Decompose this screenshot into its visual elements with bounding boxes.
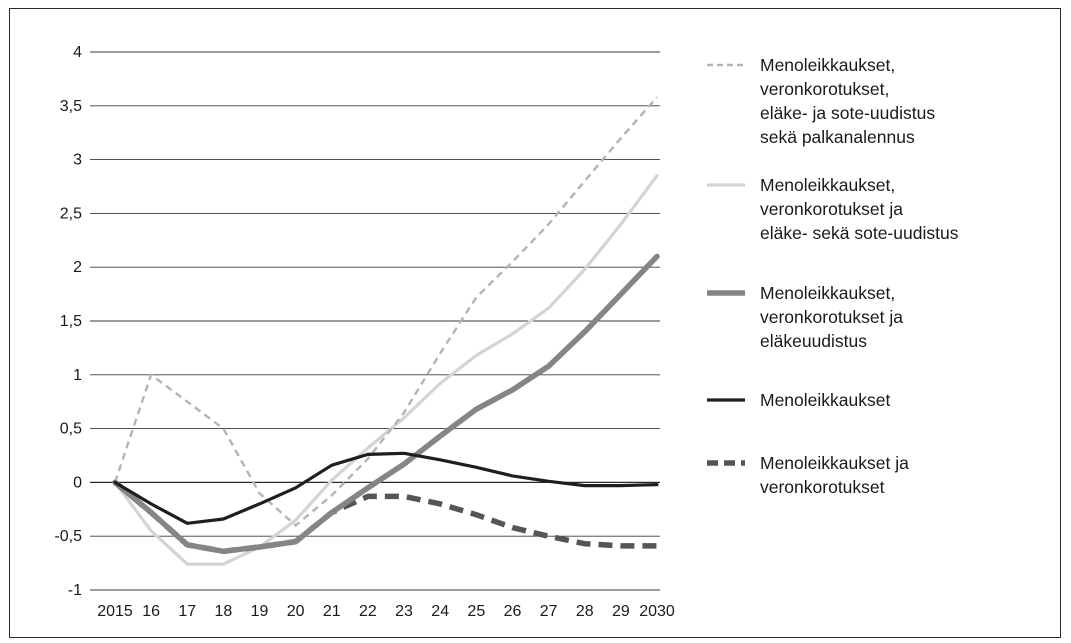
x-tick-label: 16: [142, 603, 160, 620]
y-tick-label: 2: [73, 259, 82, 276]
y-tick-label: 0: [73, 474, 82, 491]
series-lines: [112, 96, 660, 566]
legend-label: sekä palkanalennus: [760, 127, 915, 147]
y-tick-label: 0,5: [60, 421, 82, 438]
legend-label: Menoleikkaukset,: [760, 175, 895, 195]
x-tick-label: 19: [251, 603, 269, 620]
gridlines: [90, 51, 660, 591]
legend-item-4: Menoleikkaukset: [707, 390, 890, 410]
x-tick-label: 28: [576, 603, 594, 620]
series-line-5: [113, 480, 657, 555]
x-tick-label: 24: [431, 603, 449, 620]
y-tick-label: 2,5: [60, 205, 82, 222]
x-tick-label: 17: [178, 603, 196, 620]
x-tick-label: 2030: [639, 603, 675, 620]
legend-label: eläke- sekä sote-uudistus: [760, 223, 959, 243]
x-tick-label: 26: [504, 603, 522, 620]
legend-item-1: Menoleikkaukset, veronkorotukset, eläke- j…: [707, 55, 935, 147]
legend-label: veronkorotukset,: [760, 79, 889, 99]
y-tick-label: -0,5: [54, 528, 82, 545]
series-line-1: [113, 96, 658, 527]
legend-label: eläke- ja sote-uudistus: [760, 103, 935, 123]
legend: Menoleikkaukset, veronkorotukset, eläke- j…: [707, 55, 959, 497]
x-tick-label: 21: [323, 603, 341, 620]
legend-item-3: Menoleikkaukset, veronkorotukset ja eläkeu…: [707, 283, 903, 351]
x-tick-label: 20: [287, 603, 305, 620]
legend-label: Menoleikkaukset,: [760, 55, 895, 75]
legend-label: veronkorotukset ja: [760, 307, 903, 327]
y-tick-label: -1: [68, 582, 82, 599]
series-line-4: [113, 451, 659, 525]
series-line-2: [113, 174, 659, 566]
legend-label: veronkorotukset ja: [760, 199, 903, 219]
y-tick-label: 3: [73, 152, 82, 169]
legend-label: Menoleikkaukset: [760, 390, 890, 410]
y-tick-label: 4: [73, 44, 82, 61]
x-tick-label: 23: [395, 603, 413, 620]
legend-label: veronkorotukset: [760, 477, 885, 497]
series-line-3: [112, 253, 660, 555]
legend-label: eläkeuudistus: [760, 331, 867, 351]
legend-label: Menoleikkaukset ja: [760, 453, 909, 473]
legend-item-2: Menoleikkaukset, veronkorotukset ja eläke-…: [707, 175, 959, 243]
y-axis-tick-labels: 4 3,5 3 2,5 2 1,5 1 0,5 0 -0,5 -1: [54, 44, 82, 599]
x-tick-label: 25: [467, 603, 485, 620]
x-tick-label: 22: [359, 603, 377, 620]
x-tick-label: 18: [215, 603, 233, 620]
y-tick-label: 1: [73, 367, 82, 384]
x-axis-tick-labels: 2015 16 17 18 19 20 21 22 23 24 25 26 27 28 29 2030: [97, 603, 675, 620]
legend-item-5: Menoleikkaukset ja veronkorotukset: [707, 453, 909, 497]
y-tick-label: 3,5: [60, 98, 82, 115]
legend-label: Menoleikkaukset,: [760, 283, 895, 303]
x-tick-label: 2015: [97, 603, 133, 620]
y-tick-label: 1,5: [60, 313, 82, 330]
x-tick-label: 27: [540, 603, 558, 620]
x-tick-label: 29: [612, 603, 630, 620]
